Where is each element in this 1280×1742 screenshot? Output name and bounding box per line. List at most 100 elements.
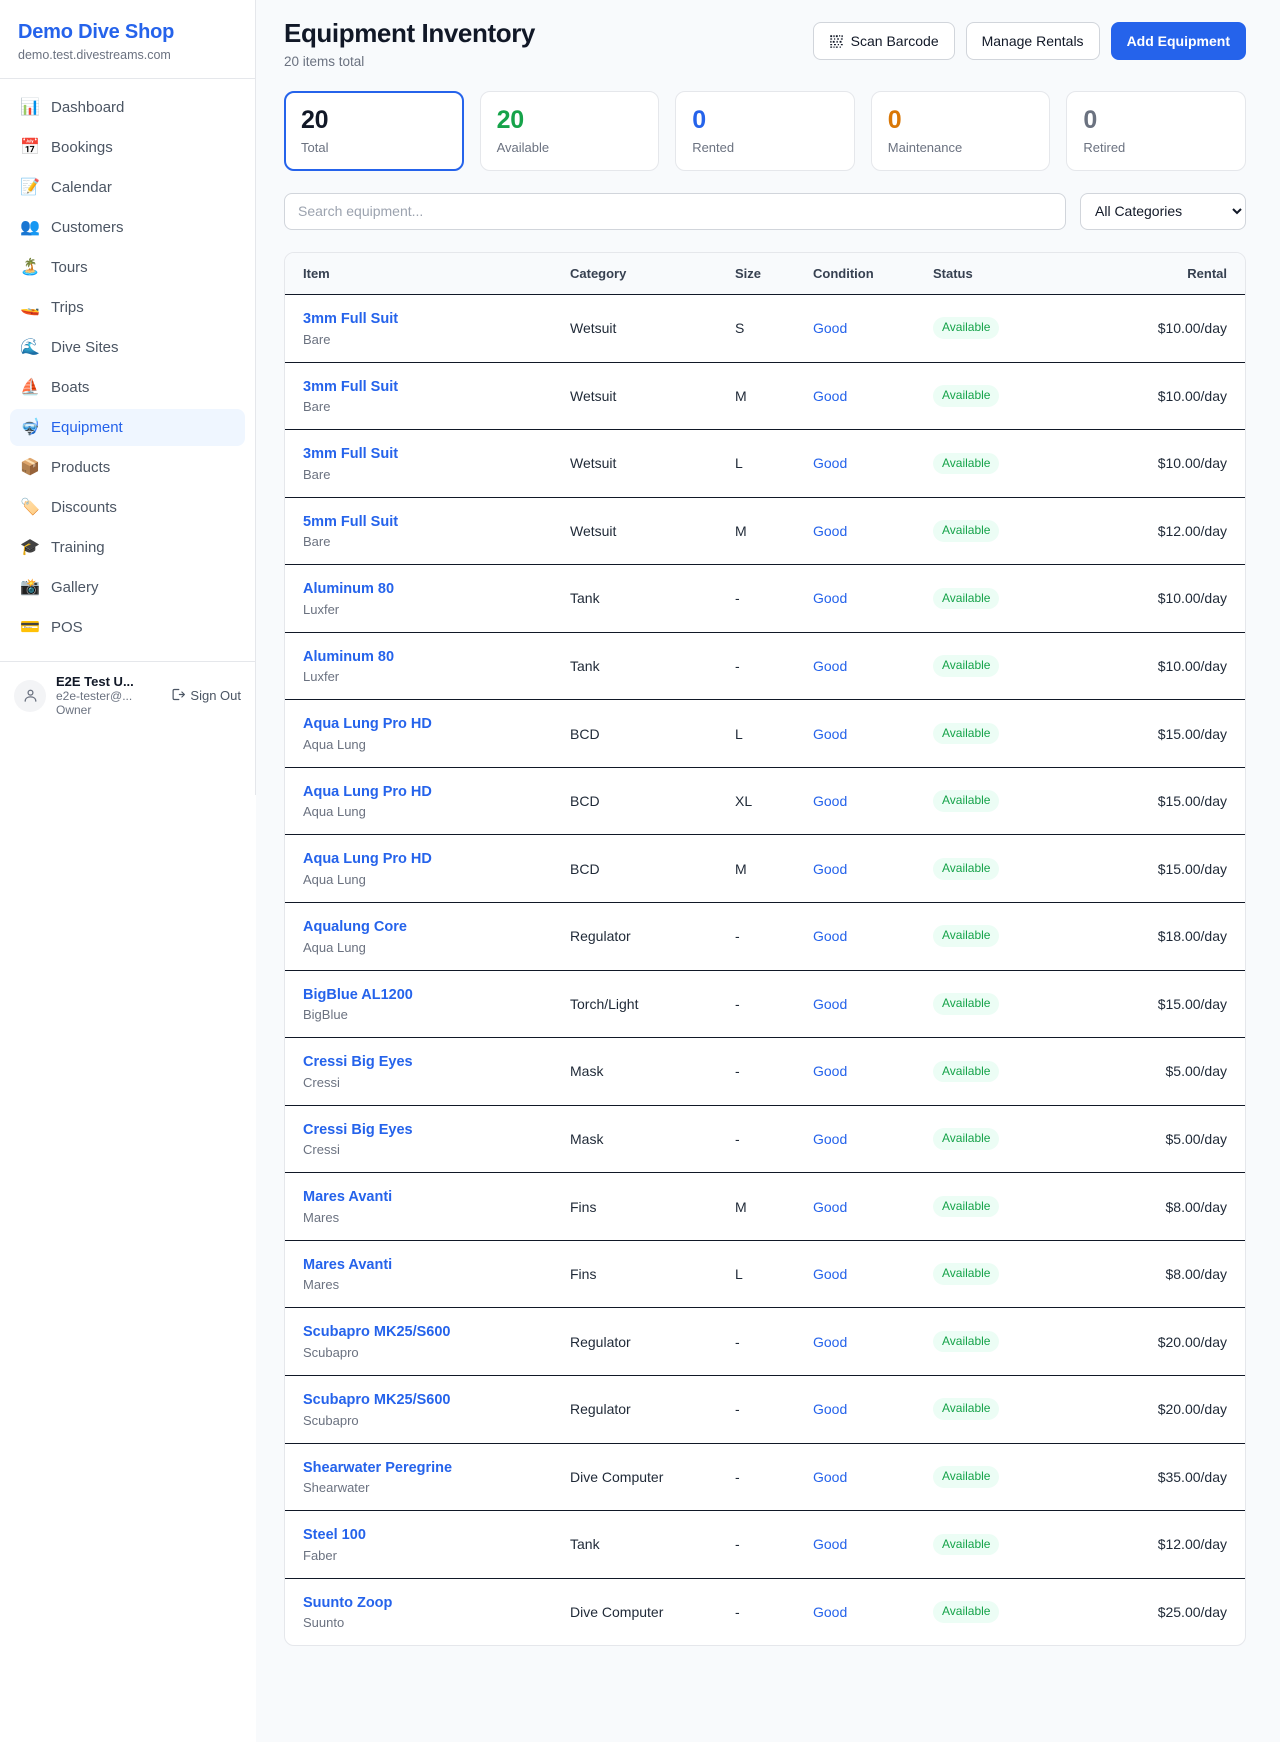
table-row[interactable]: Aqua Lung Pro HD Aqua Lung BCD XL Good Availa… [285,767,1245,835]
stat-card-total[interactable]: 20 Total [284,91,464,171]
sidebar-item-dashboard[interactable]: 📊 Dashboard [10,89,245,126]
table-row[interactable]: Aluminum 80 Luxfer Tank - Good Available $10.0… [285,565,1245,633]
condition-link[interactable]: Good [813,387,848,404]
condition-link[interactable]: Good [813,1266,848,1283]
condition-link[interactable]: Good [813,725,848,742]
sidebar-item-customers[interactable]: 👥 Customers [10,209,245,246]
stat-card-available[interactable]: 20 Available [479,91,660,171]
table-row[interactable]: Cressi Big Eyes Cressi Mask - Good Available $… [285,1038,1245,1106]
item-name-link[interactable]: Cressi Big Eyes [303,1054,413,1071]
sidebar-item-trips[interactable]: 🚤 Trips [10,289,245,326]
table-row[interactable]: Shearwater Peregrine Shearwater Dive Compu… [285,1443,1245,1511]
condition-link[interactable]: Good [813,995,848,1012]
condition-link[interactable]: Good [813,793,848,810]
table-row[interactable]: Scubapro MK25/S600 Scubapro Regulator - Good… [285,1375,1245,1443]
item-name-link[interactable]: Scubapro MK25/S600 [303,1324,451,1341]
manage-rentals-button[interactable]: Manage Rentals [965,22,1100,61]
table-row[interactable]: 5mm Full Suit Bare Wetsuit M Good Available $1… [285,497,1245,565]
item-name-link[interactable]: Mares Avanti [303,1189,393,1206]
item-name-link[interactable]: Steel 100 [303,1527,366,1544]
item-name-link[interactable]: Mares Avanti [303,1256,393,1273]
stat-card-retired[interactable]: 0 Retired [1066,91,1246,171]
item-name-link[interactable]: 3mm Full Suit [303,378,399,395]
table-row[interactable]: BigBlue AL1200 BigBlue Torch/Light - Good Ava… [285,970,1245,1038]
item-name-link[interactable]: Aqua Lung Pro HD [303,851,432,868]
item-name-link[interactable]: 3mm Full Suit [303,310,399,327]
add-equipment-button[interactable]: Add Equipment [1110,22,1246,61]
search-input[interactable] [284,192,1066,230]
sidebar-item-bookings[interactable]: 📅 Bookings [10,129,245,166]
condition-link[interactable]: Good [813,1198,848,1215]
sidebar-item-discounts[interactable]: 🏷️ Discounts [10,489,245,526]
table-row[interactable]: 3mm Full Suit Bare Wetsuit L Good Available $1… [285,430,1245,498]
column-header-rental[interactable]: Rental [1053,252,1245,295]
sidebar-item-dive-sites[interactable]: 🌊 Dive Sites [10,329,245,366]
condition-link[interactable]: Good [813,590,848,607]
status-badge: Available [933,655,1000,677]
item-name-link[interactable]: Aqua Lung Pro HD [303,783,432,800]
table-row[interactable]: Mares Avanti Mares Fins L Good Available $8.00… [285,1240,1245,1308]
sidebar-item-training[interactable]: 🎓 Training [10,529,245,566]
table-row[interactable]: Mares Avanti Mares Fins M Good Available $8.00… [285,1173,1245,1241]
table-row[interactable]: Steel 100 Faber Tank - Good Available $12.00/d… [285,1511,1245,1579]
table-row[interactable]: Aqua Lung Pro HD Aqua Lung BCD M Good Availab… [285,835,1245,903]
sidebar-item-calendar[interactable]: 📝 Calendar [10,169,245,206]
table-row[interactable]: Scubapro MK25/S600 Scubapro Regulator - Good… [285,1308,1245,1376]
sign-out-button[interactable]: Sign Out [170,687,241,705]
table-row[interactable]: Aqua Lung Pro HD Aqua Lung BCD L Good Availab… [285,700,1245,768]
condition-link[interactable]: Good [813,1603,848,1620]
scan-barcode-button[interactable]: Scan Barcode [812,22,955,61]
item-name-link[interactable]: Suunto Zoop [303,1594,393,1611]
column-header-item[interactable]: Item [285,252,560,295]
cell-category: Wetsuit [570,522,617,539]
condition-link[interactable]: Good [813,860,848,877]
cell-size: S [735,320,745,337]
item-name-link[interactable]: Aqualung Core [303,919,407,935]
item-name-link[interactable]: BigBlue AL1200 [303,986,413,1003]
item-name-link[interactable]: Scubapro MK25/S600 [303,1391,451,1408]
sidebar-item-equipment[interactable]: 🤿 Equipment [10,409,245,446]
cell-category: Mask [570,1063,604,1080]
sidebar-item-products[interactable]: 📦 Products [10,449,245,486]
column-header-condition[interactable]: Condition [803,252,923,295]
user-meta: E2E Test U... e2e-tester@... Owner [56,674,160,717]
table-row[interactable]: Cressi Big Eyes Cressi Mask - Good Available $… [285,1105,1245,1173]
stat-card-rented[interactable]: 0 Rented [675,91,855,171]
sidebar-item-tours[interactable]: 🏝️ Tours [10,249,245,286]
column-header-status[interactable]: Status [923,252,1053,295]
item-name-link[interactable]: Shearwater Peregrine [303,1459,453,1476]
item-name-link[interactable]: 3mm Full Suit [303,446,399,463]
item-name-link[interactable]: Aluminum 80 [303,581,395,598]
header-actions: Scan Barcode Manage Rentals Add Equipmen… [812,18,1246,61]
condition-link[interactable]: Good [813,928,848,945]
table-row[interactable]: 3mm Full Suit Bare Wetsuit M Good Available $1… [285,362,1245,430]
sidebar-item-gallery[interactable]: 📸 Gallery [10,569,245,606]
condition-link[interactable]: Good [813,1401,848,1418]
item-name-link[interactable]: 5mm Full Suit [303,513,399,530]
cell-condition: Good [803,632,923,700]
condition-link[interactable]: Good [813,1130,848,1147]
table-row[interactable]: Aluminum 80 Luxfer Tank - Good Available $10.0… [285,632,1245,700]
table-row[interactable]: 3mm Full Suit Bare Wetsuit S Good Available $1… [285,294,1245,362]
condition-link[interactable]: Good [813,1468,848,1485]
category-select[interactable]: All Categories [1080,192,1246,230]
condition-link[interactable]: Good [813,455,848,472]
condition-link[interactable]: Good [813,658,848,675]
sidebar-item-pos[interactable]: 💳 POS [10,609,245,646]
sidebar-item-boats[interactable]: ⛵ Boats [10,369,245,406]
cell-status: Available [923,1375,1053,1443]
condition-link[interactable]: Good [813,1536,848,1553]
stat-card-maintenance[interactable]: 0 Maintenance [870,91,1051,171]
item-name-link[interactable]: Aqua Lung Pro HD [303,716,432,733]
item-name-link[interactable]: Aluminum 80 [303,648,395,665]
brand-block[interactable]: Demo Dive Shop demo.test.divestreams.com [0,0,255,79]
column-header-size[interactable]: Size [725,252,803,295]
column-header-category[interactable]: Category [560,252,725,295]
table-row[interactable]: Suunto Zoop Suunto Dive Computer - Good Avail… [285,1578,1245,1645]
item-name-link[interactable]: Cressi Big Eyes [303,1121,413,1138]
condition-link[interactable]: Good [813,320,848,337]
table-row[interactable]: Aqualung Core Aqua Lung Regulator - Good Avai… [285,903,1245,971]
condition-link[interactable]: Good [813,1063,848,1080]
condition-link[interactable]: Good [813,522,848,539]
condition-link[interactable]: Good [813,1333,848,1350]
